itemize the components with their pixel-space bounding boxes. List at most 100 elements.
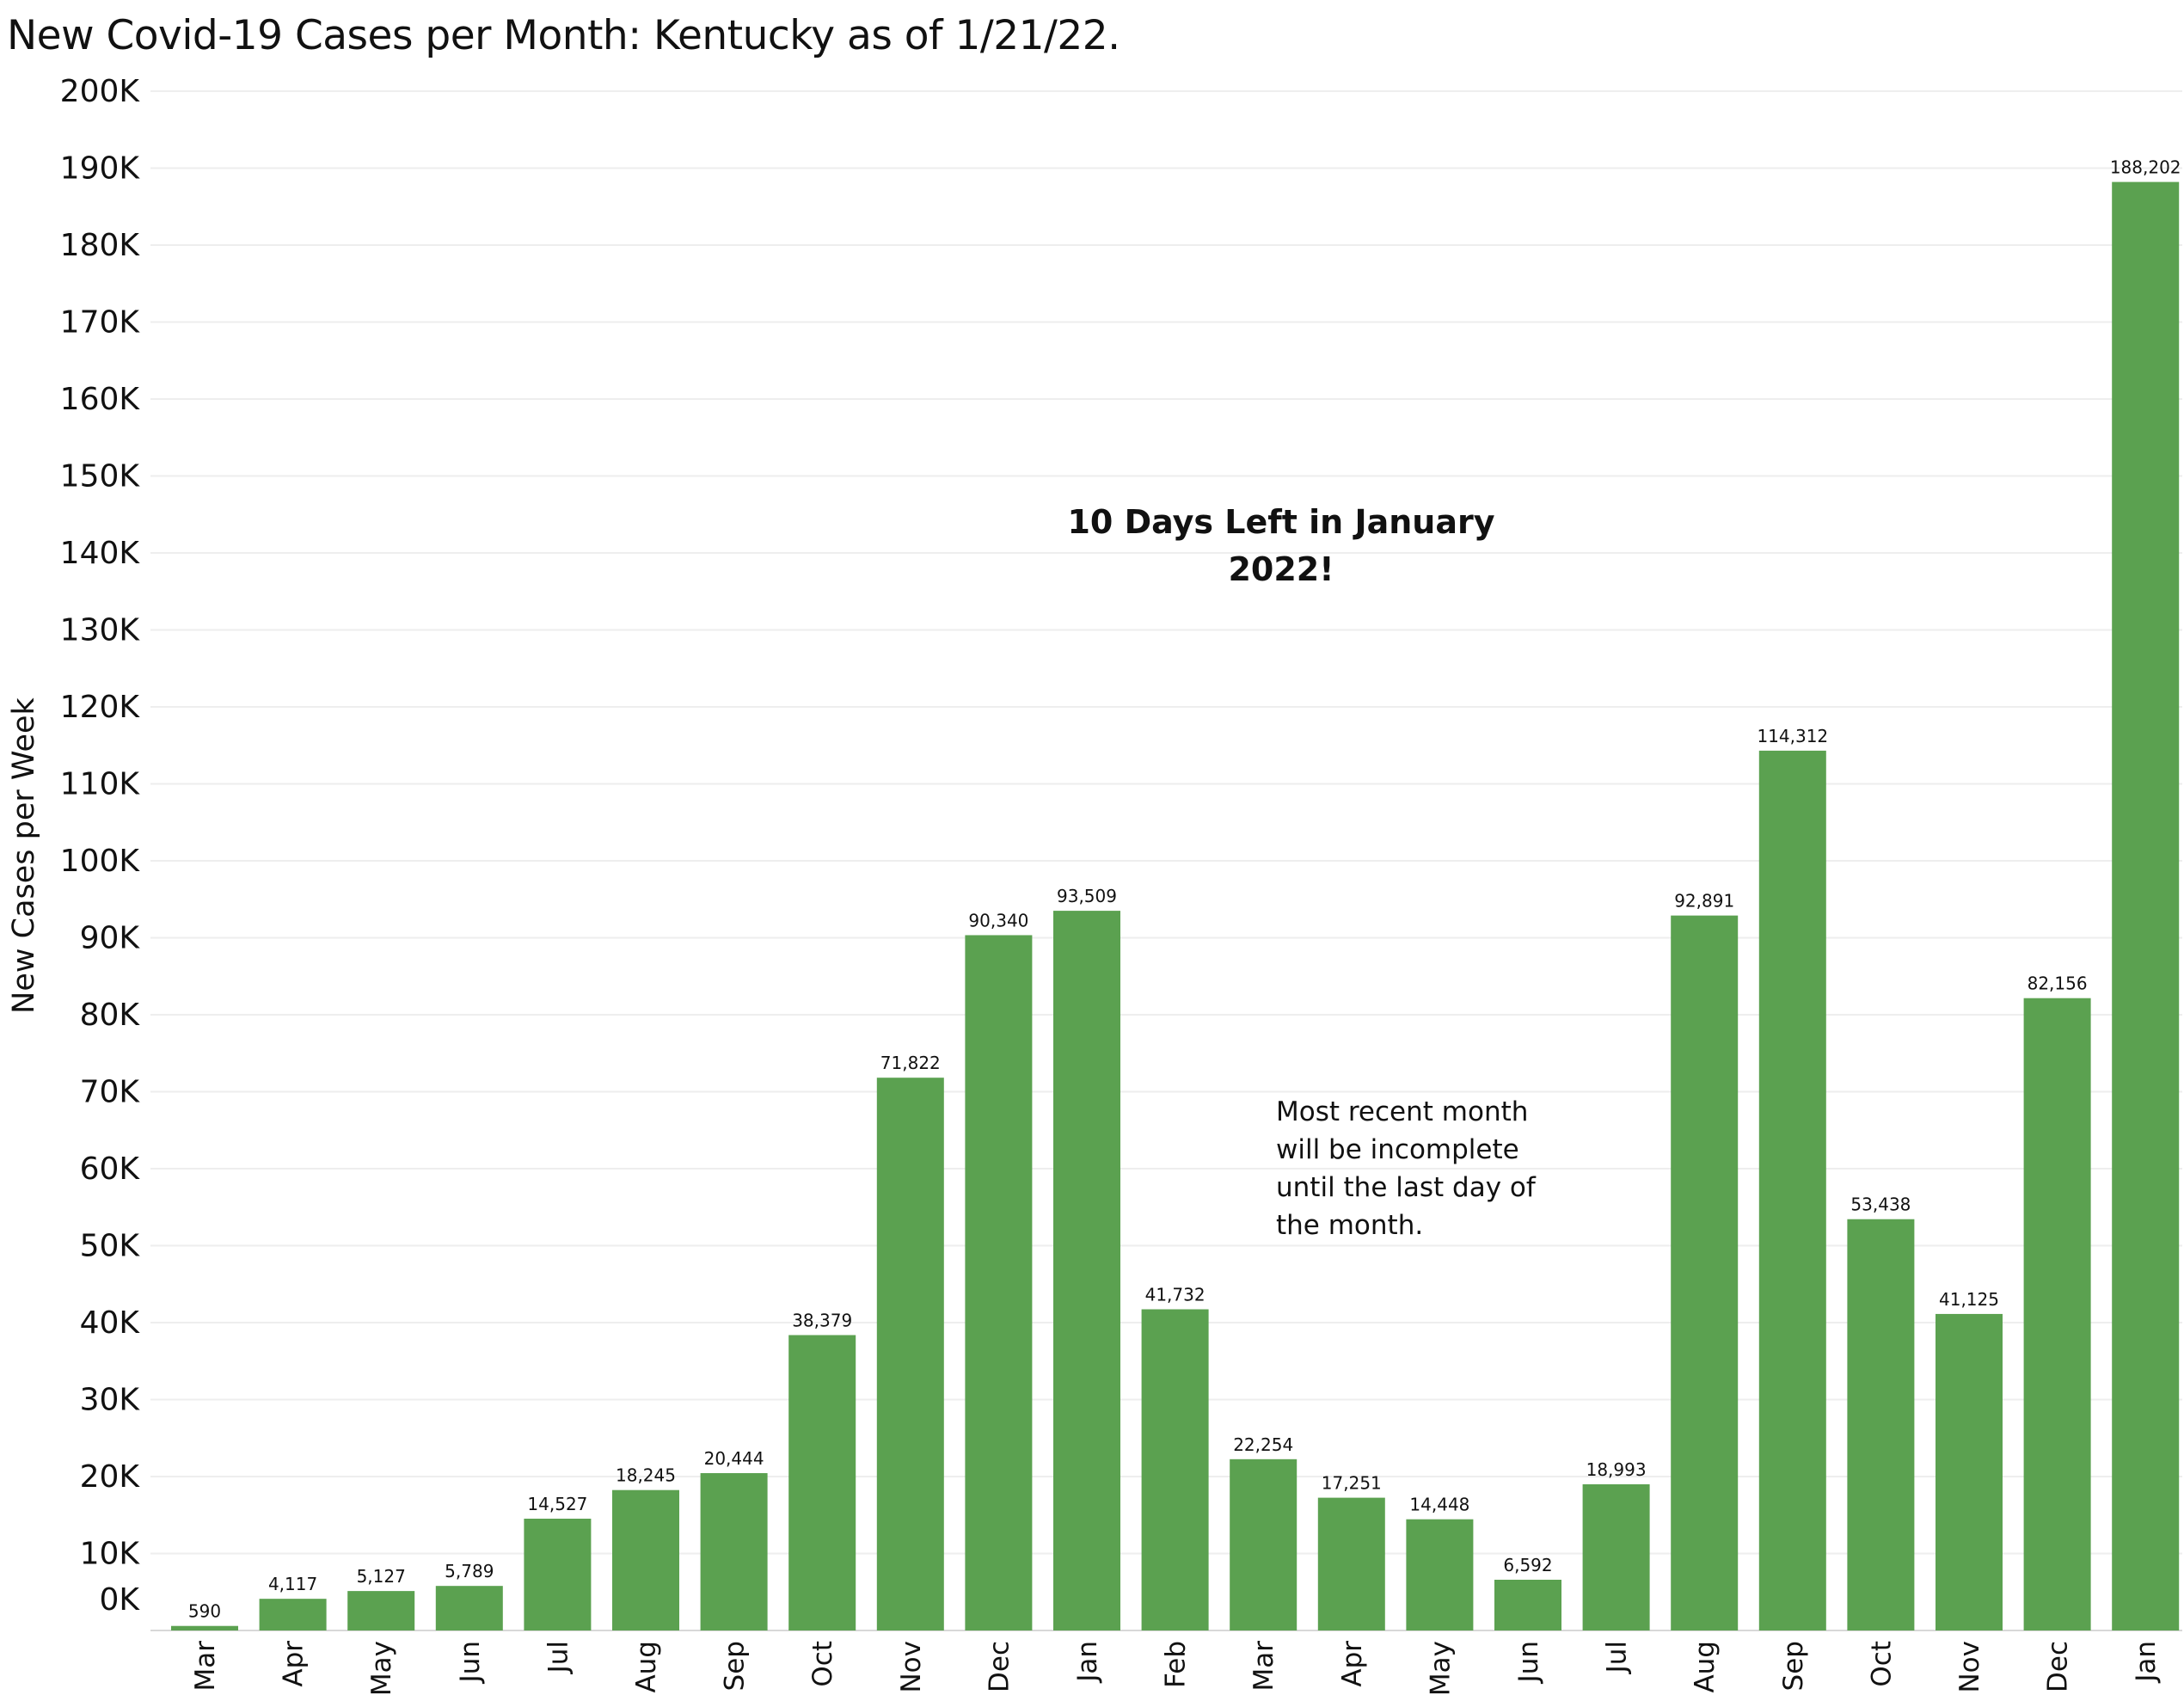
bar [1317, 1497, 1385, 1630]
bar [347, 1591, 415, 1630]
bar [1758, 750, 1826, 1630]
y-tick-label: 70K [80, 1075, 141, 1110]
x-tick-label: Jul [543, 1641, 574, 1674]
bar-value-label: 92,891 [1674, 891, 1734, 912]
y-tick-label: 160K [60, 382, 141, 417]
y-tick-label: 130K [60, 613, 141, 648]
x-axis-ticks: Mar Apr May Jun Jul Aug Sep Oct Nov Dec Jan Feb Mar A… [190, 1641, 2162, 1696]
bar-value-label: 93,509 [1057, 886, 1117, 906]
bar-value-label: 18,245 [616, 1465, 676, 1486]
bar-value-label: 14,527 [527, 1494, 587, 1514]
annotation-note-line: Most recent month [1276, 1096, 1528, 1127]
bar [1494, 1580, 1561, 1630]
bar [700, 1473, 768, 1630]
bar [2023, 998, 2091, 1630]
y-tick-label: 60K [80, 1151, 141, 1187]
bar [1053, 911, 1120, 1630]
bar [1230, 1458, 1298, 1630]
y-tick-label: 0K [99, 1582, 140, 1618]
bar-value-label: 71,822 [880, 1053, 941, 1073]
bar-value-label: 38,379 [792, 1311, 852, 1331]
x-tick-label: Nov [1954, 1641, 1985, 1693]
x-tick-label: Apr [1337, 1641, 1368, 1687]
y-tick-label: 80K [80, 998, 141, 1033]
bar [965, 935, 1033, 1630]
y-tick-label: 170K [60, 305, 141, 341]
bar [1671, 915, 1739, 1630]
bar [524, 1518, 592, 1630]
annotation-note-line: will be incomplete [1276, 1134, 1519, 1165]
x-tick-label: May [366, 1641, 397, 1696]
y-tick-label: 40K [80, 1305, 141, 1341]
x-tick-label: Dec [984, 1641, 1015, 1692]
x-tick-label: Mar [190, 1641, 221, 1692]
bar-value-label: 4,117 [268, 1574, 317, 1594]
bar [435, 1586, 503, 1630]
x-tick-label: Mar [1248, 1641, 1279, 1692]
x-tick-label: Jun [455, 1641, 486, 1684]
bar [1406, 1519, 1474, 1630]
bar [612, 1489, 679, 1630]
bar [171, 1625, 238, 1630]
x-tick-label: Dec [2043, 1641, 2074, 1692]
x-tick-label: Aug [1690, 1641, 1721, 1693]
bar-value-label: 188,202 [2110, 157, 2181, 178]
annotations: 10 Days Left in January 2022! Most recent … [1067, 503, 1536, 1241]
bar [1582, 1484, 1650, 1630]
x-tick-label: Jan [1072, 1641, 1103, 1684]
bar-value-label: 41,125 [1939, 1289, 1999, 1310]
y-tick-label: 20K [80, 1459, 141, 1495]
bar [2112, 181, 2180, 1631]
y-tick-label: 30K [80, 1383, 141, 1418]
data-labels: 590 4,117 5,127 5,789 14,527 18,245 20,444 38,3… [188, 157, 2181, 1622]
x-tick-label: Jun [1513, 1641, 1544, 1684]
x-tick-label: Nov [896, 1641, 927, 1693]
y-tick-label: 200K [60, 74, 141, 109]
y-axis-title: New Cases per Week [7, 697, 41, 1013]
bar [1847, 1219, 1915, 1630]
bar-value-label: 5,789 [445, 1561, 494, 1581]
y-tick-label: 120K [60, 690, 141, 725]
x-tick-label: Sep [720, 1641, 751, 1691]
x-tick-label: Aug [631, 1641, 662, 1693]
y-tick-label: 140K [60, 536, 141, 571]
bar [876, 1078, 944, 1630]
y-tick-label: 150K [60, 459, 141, 494]
bar-value-label: 6,592 [1503, 1555, 1552, 1575]
bar [788, 1335, 856, 1630]
x-tick-label: May [1425, 1641, 1456, 1696]
y-tick-label: 110K [60, 767, 141, 802]
chart-title: New Covid-19 Cases per Month: Kentucky a… [7, 12, 1120, 59]
x-tick-label: Jan [2131, 1641, 2162, 1684]
bar [259, 1599, 327, 1630]
annotation-note-line: the month. [1276, 1210, 1423, 1241]
bar-value-label: 41,732 [1145, 1284, 1205, 1305]
y-tick-label: 10K [80, 1537, 141, 1572]
bar-value-label: 114,312 [1757, 726, 1828, 746]
x-tick-label: Apr [279, 1641, 310, 1687]
annotation-title-line: 10 Days Left in January [1067, 503, 1494, 541]
y-axis-ticks: 0K 10K 20K 30K 40K 50K 60K 70K 80K 90K 100K 110K 120… [60, 74, 141, 1618]
bar-value-label: 14,448 [1409, 1495, 1469, 1515]
bar [1141, 1309, 1209, 1630]
y-tick-label: 100K [60, 844, 141, 879]
x-tick-label: Oct [807, 1641, 838, 1687]
bar-value-label: 590 [188, 1601, 221, 1622]
bar [1936, 1313, 2003, 1630]
bar-value-label: 82,156 [2028, 973, 2088, 994]
y-tick-label: 90K [80, 921, 141, 956]
y-tick-label: 180K [60, 228, 141, 263]
y-tick-label: 190K [60, 151, 141, 187]
annotation-note-line: until the last day of [1276, 1172, 1537, 1203]
bar-value-label: 17,251 [1322, 1473, 1382, 1494]
x-tick-label: Oct [1866, 1641, 1897, 1687]
bar-value-label: 20,444 [704, 1448, 764, 1469]
bar-value-label: 5,127 [357, 1566, 406, 1587]
y-tick-label: 50K [80, 1229, 141, 1264]
x-tick-label: Jul [1602, 1641, 1633, 1674]
bars [171, 181, 2180, 1631]
bar-value-label: 53,438 [1850, 1194, 1911, 1215]
x-tick-label: Feb [1161, 1641, 1192, 1688]
bar-value-label: 18,993 [1586, 1459, 1647, 1480]
